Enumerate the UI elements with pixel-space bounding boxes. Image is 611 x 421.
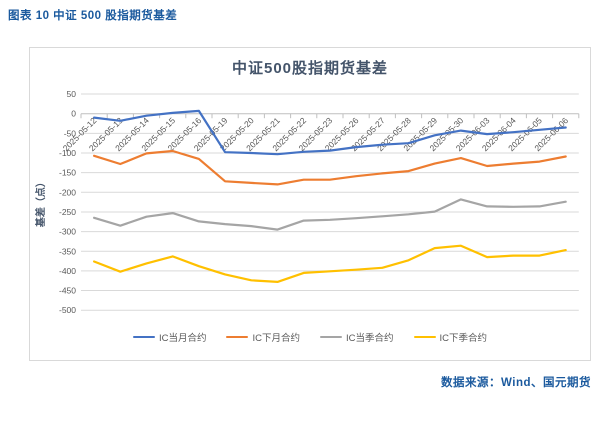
legend-label: IC下月合约 [252, 333, 300, 344]
data-source-note: 数据来源：Wind、国元期货 [441, 377, 591, 389]
legend-label: IC当季合约 [346, 333, 394, 344]
y-tick-label: -350 [59, 246, 76, 256]
chart-plot-area: 50 0 -50 -100 -150 -200 -250 -300 -350 -400 -450 -5… [34, 89, 580, 315]
figure-caption: 图表 10 中证 500 股指期货基差 [8, 10, 178, 22]
legend-line-swatch [226, 335, 249, 339]
y-tick-label: -250 [59, 207, 76, 217]
y-tick-label: -500 [59, 305, 76, 315]
chart-container: 50 0 -50 -100 -150 -200 -250 -300 -350 -400 -450 -5… [29, 47, 591, 361]
legend-item: IC当月合约 [132, 330, 207, 344]
chart-title: 中证500股指期货基差 [231, 60, 389, 77]
y-tick-label: -50 [64, 128, 77, 138]
y-tick-label: -450 [59, 286, 76, 296]
legend-line-swatch [413, 335, 436, 339]
y-axis-title: 基差（点） [34, 177, 47, 228]
series-line-IC下月合约 [92, 149, 567, 186]
legend-line-swatch [320, 335, 342, 339]
legend-line-swatch [132, 335, 155, 339]
chart-legend: IC当月合约 IC下月合约 IC当季合约 IC下季合约 [30, 329, 590, 345]
legend-item: IC当季合约 [320, 330, 394, 344]
legend-label: IC当月合约 [158, 333, 207, 344]
y-tick-label: 0 [71, 109, 76, 119]
legend-item: IC下月合约 [226, 330, 300, 344]
series-line-IC下季合约 [92, 244, 567, 283]
y-tick-label: -150 [59, 168, 76, 178]
y-tick-label: -200 [59, 187, 76, 197]
legend-item: IC下季合约 [413, 330, 488, 344]
legend-label: IC下季合约 [439, 333, 488, 344]
y-tick-label: -100 [59, 148, 76, 158]
y-tick-label: -300 [59, 227, 76, 237]
series-line-IC当月合约 [92, 109, 567, 156]
series-line-IC当季合约 [92, 198, 567, 231]
y-tick-label: 50 [67, 89, 77, 99]
y-tick-label: -400 [59, 266, 76, 276]
